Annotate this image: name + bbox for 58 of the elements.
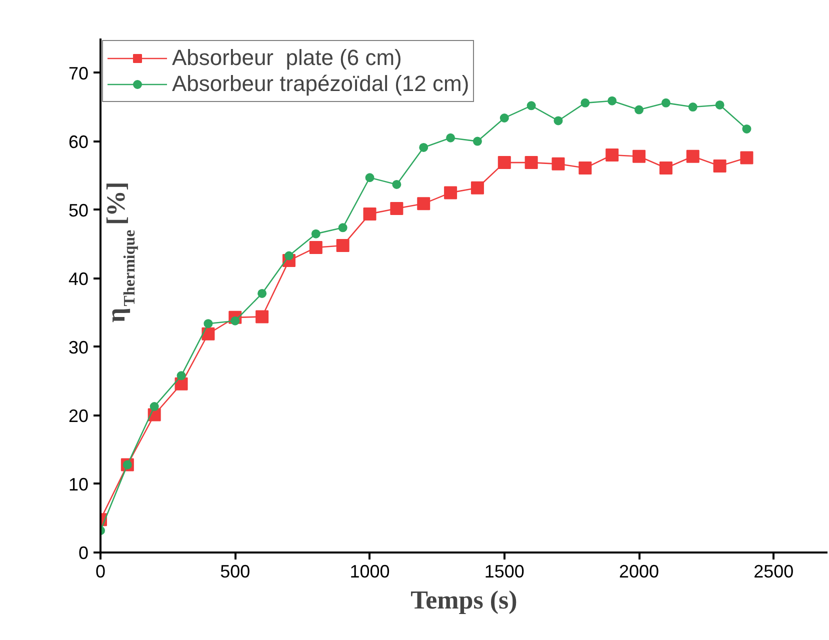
legend-label: Absorbeur plate (6 cm): [172, 45, 402, 71]
y-axis-title: ηThermique [%]: [102, 182, 138, 322]
point: [578, 162, 592, 175]
point: [444, 186, 458, 200]
point: [419, 142, 428, 152]
point: [688, 102, 698, 112]
y-tick-label: 10: [68, 474, 89, 494]
point: [390, 202, 404, 215]
y-tick-label: 40: [68, 268, 89, 289]
x-tick-label: 2000: [618, 562, 660, 582]
point: [256, 310, 269, 324]
y-tick-label: 20: [68, 406, 89, 426]
point: [742, 124, 752, 134]
point: [554, 116, 563, 126]
point: [472, 136, 482, 146]
x-tick-label: 0: [95, 562, 106, 582]
point: [202, 327, 215, 340]
point: [336, 238, 350, 252]
point: [661, 98, 670, 108]
point: [258, 288, 267, 298]
point: [552, 157, 565, 170]
point: [392, 180, 402, 189]
x-tick-label: 500: [220, 562, 250, 582]
legend-label: Absorbeur trapézoïdal (12 cm): [172, 71, 470, 97]
point: [500, 114, 509, 122]
point: [363, 207, 376, 220]
point: [338, 223, 348, 232]
point: [309, 241, 322, 254]
point: [740, 151, 754, 164]
y-tick-label: 50: [68, 200, 89, 220]
point: [715, 100, 724, 110]
point: [311, 229, 320, 238]
point: [176, 371, 186, 380]
y-tick-label: 30: [68, 337, 89, 358]
point: [498, 156, 511, 170]
point: [580, 98, 590, 108]
point: [204, 319, 213, 328]
x-tick-label: 1000: [350, 562, 390, 582]
point: [446, 133, 456, 142]
y-tick-label: 70: [68, 63, 89, 84]
point: [608, 96, 617, 106]
x-tick-label: 2500: [754, 562, 794, 582]
point: [632, 150, 646, 163]
point: [417, 197, 430, 210]
point: [470, 181, 484, 194]
point: [634, 105, 644, 114]
x-tick-label: 1500: [484, 562, 524, 582]
point: [606, 148, 619, 162]
point: [659, 162, 672, 175]
point: [686, 150, 700, 163]
point: [524, 156, 538, 170]
point: [150, 402, 159, 412]
point: [713, 159, 726, 172]
y-tick-label: 60: [68, 132, 89, 152]
point: [365, 173, 374, 182]
point: [526, 101, 536, 110]
y-tick-label: 0: [78, 543, 89, 563]
x-axis-title: Temps (s): [410, 586, 518, 614]
